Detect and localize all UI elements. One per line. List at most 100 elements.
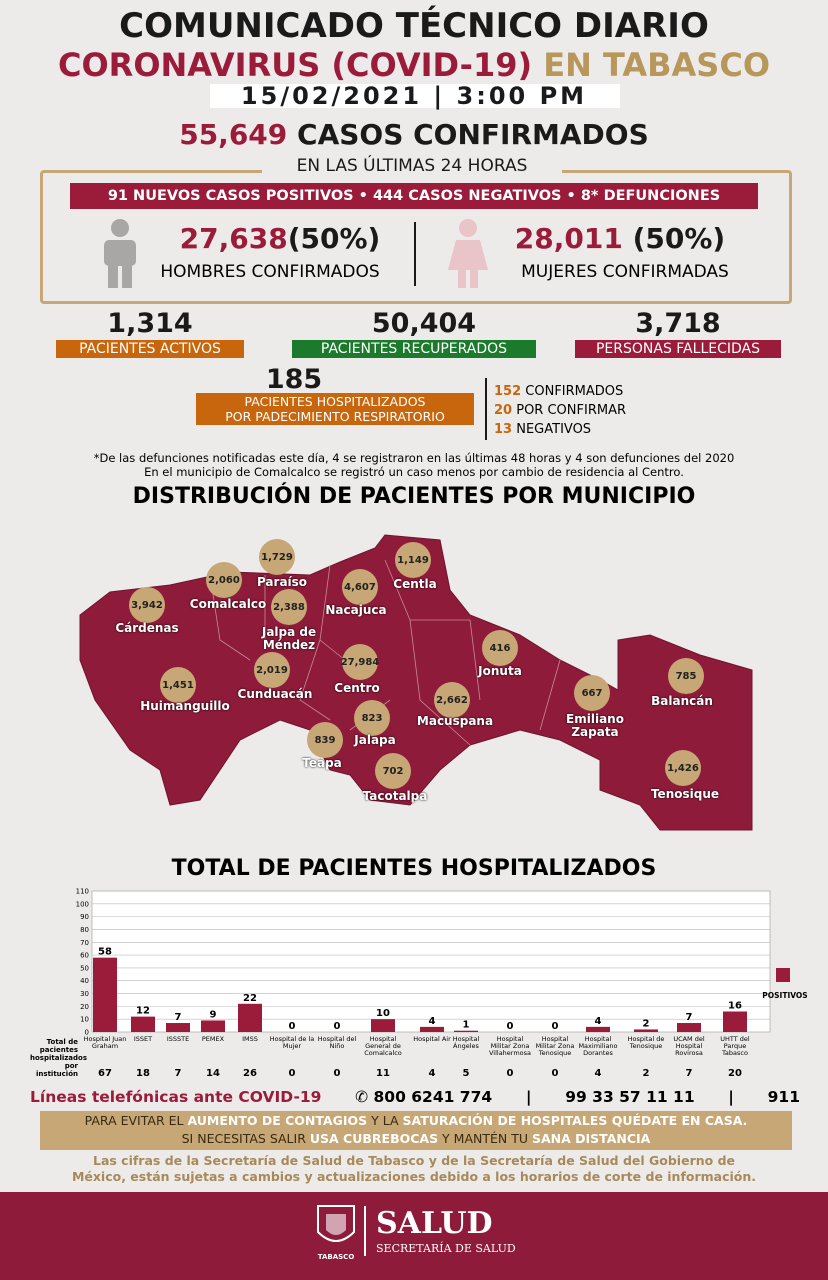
total-value: 7 [174,1068,182,1079]
men-label: HOMBRES CONFIRMADOS [160,262,380,282]
municipality-name: Teapa [302,756,342,770]
message-box: PARA EVITAR EL AUMENTO DE CONTAGIOS Y LA… [40,1111,792,1150]
message-part: Y LA [367,1113,403,1128]
value-label: 10 [376,1008,390,1019]
y-tick-label: 110 [76,888,89,896]
bar [634,1029,658,1032]
bar [723,1011,747,1032]
breakdown-value: 13 [494,422,513,437]
message-part: SATURACIÓN DE HOSPITALES QUÉDATE EN CASA… [402,1113,748,1128]
x-tick-label: Hospital del Niño [317,1035,357,1050]
municipality-name: Paraíso [256,575,308,589]
x-tick-label: UCAM del Hospital Rovirosa [673,1035,705,1057]
message-line: PARA EVITAR EL AUMENTO DE CONTAGIOS Y LA… [40,1112,792,1130]
value-label: 4 [429,1016,436,1027]
bar [93,957,117,1032]
bar [420,1026,444,1032]
municipality-name: Centla [393,577,437,591]
value-label: 0 [507,1021,514,1032]
logo-subtitle: SECRETARÍA DE SALUD [376,1242,516,1255]
total-value: 67 [98,1068,112,1079]
female-icon [448,219,488,288]
municipality-value: 2,019 [254,652,290,688]
municipality-value: 416 [482,630,518,666]
bar [677,1023,701,1032]
message-part: USA CUBREBOCAS [309,1131,439,1146]
phones-label: Líneas telefónicas ante COVID-19 [30,1088,322,1106]
bar [166,1023,190,1032]
separator: | [433,82,446,110]
municipality-value: 2,388 [271,589,307,625]
municipality-name: Jalpa de Méndez [261,625,317,652]
phones-row: Líneas telefónicas ante COVID-19 ✆ 800 6… [30,1088,800,1106]
hosp-value: 185 [265,364,323,395]
bar [201,1020,225,1032]
breakdown-label: CONFIRMADOS [525,384,624,399]
x-tick-label: ISSSTE [166,1035,190,1043]
stat-label: PERSONAS FALLECIDAS [575,340,781,358]
stat-value: 3,718 [635,308,721,339]
breakdown-label: POR CONFIRMAR [516,403,626,418]
municipality-name: Comalcalco [189,597,267,611]
hosp-label: PACIENTES HOSPITALIZADOS POR PADECIMIENTO… [196,393,474,425]
y-tick-label: 0 [85,1029,89,1037]
bar [371,1019,395,1032]
x-tick-label: IMSS [242,1035,258,1043]
hosp-label-line: POR PADECIMIENTO RESPIRATORIO [225,409,445,424]
municipality-name: Balancán [651,694,713,708]
map-title: DISTRIBUCIÓN DE PACIENTES POR MUNICIPIO [132,484,696,509]
value-label: 7 [686,1012,693,1023]
chart-title: TOTAL DE PACIENTES HOSPITALIZADOS [171,856,657,881]
x-tick-label: UHTT del Parque Tabasco [720,1035,750,1057]
date-box [210,84,620,108]
value-label: 12 [136,1006,150,1017]
breakdown-label: NEGATIVOS [516,422,592,437]
date-row: 15/02/2021 | 3:00 PM [0,82,828,110]
y-tick-label: 90 [80,913,89,921]
daily-negative: 444 CASOS NEGATIVOS [372,188,562,204]
municipality-name: Cunduacán [237,687,313,701]
stat-value: 50,404 [371,308,477,339]
municipality-value: 2,662 [434,682,470,718]
total-value: 5 [462,1068,470,1079]
legend-label: POSITIVOS [762,991,807,1000]
y-tick-label: 50 [80,964,89,972]
y-tick-label: 30 [80,990,89,998]
municipality-name: Huimanguillo [140,699,230,713]
municipality-name: Jalapa [354,733,396,747]
x-tick-label: Hospital de la Mujer [269,1035,315,1050]
x-tick-label: Hospital Maximiliano Dorantes [578,1035,618,1057]
region: EN TABASCO [543,46,771,84]
bar [454,1030,478,1032]
men-value: 27,638 [179,222,288,255]
total-value: 4 [594,1068,602,1079]
total-value: 14 [206,1068,220,1079]
phone-number: 800 6241 774 [373,1088,493,1106]
municipality-value: 785 [668,658,704,694]
total-value: 0 [333,1068,341,1079]
municipality-value: 3,942 [129,587,165,623]
total-value: 0 [506,1068,514,1079]
x-tick-label: Hospital Militar Zona Villahermosa [488,1035,532,1057]
message-line: SI NECESITAS SALIR USA CUBREBOCAS Y MANT… [40,1130,792,1148]
total-value: 7 [685,1068,693,1079]
x-tick-label: ISSET [133,1035,153,1043]
total-value: 26 [243,1068,257,1079]
breakdown-row: 13 NEGATIVOS [494,420,626,439]
value-label: 58 [98,947,112,958]
value-label: 2 [643,1018,650,1029]
breakdown-value: 152 [494,384,522,399]
x-tick-label: Hospital Juan Graham [83,1035,127,1050]
message-part: PARA EVITAR EL [84,1113,188,1128]
women-row: 28,011 (50%) [490,222,750,255]
plot-area [91,890,771,1033]
y-tick-label: 20 [80,1003,89,1011]
total-value: 0 [551,1068,559,1079]
total-value: 11 [376,1068,390,1079]
logo-title: SALUD [376,1206,493,1241]
x-tick-label: PEMEX [201,1035,225,1043]
men-row: 27,638(50%) [150,222,410,255]
